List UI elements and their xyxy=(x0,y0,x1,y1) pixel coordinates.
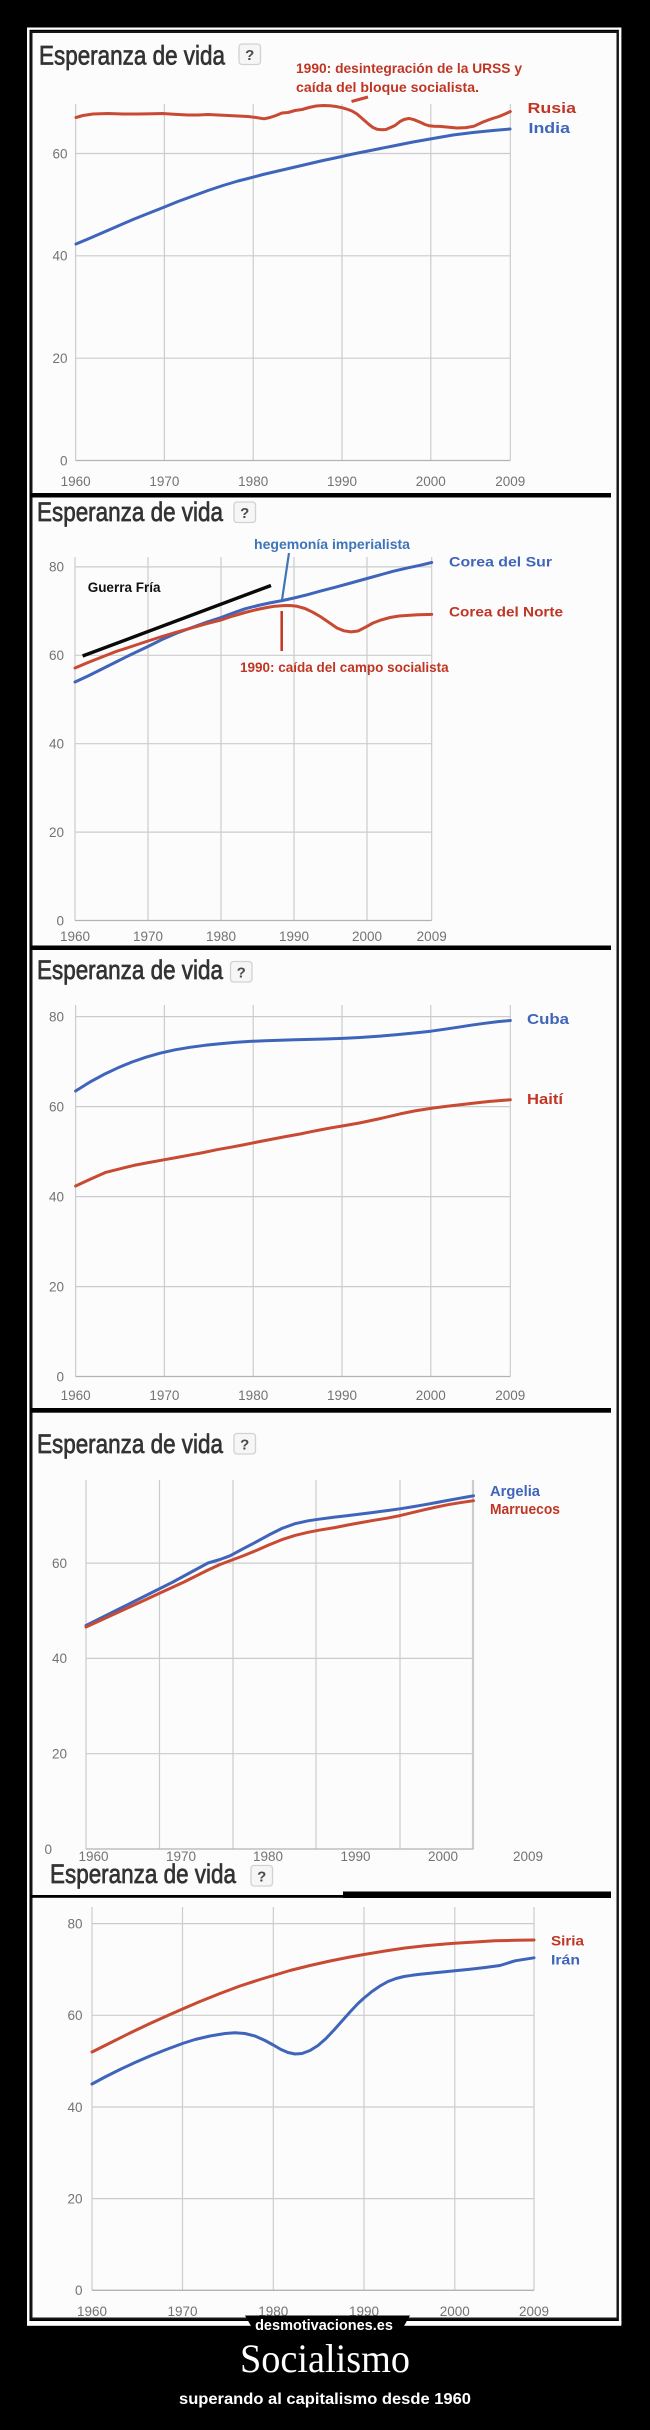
svg-text:40: 40 xyxy=(52,249,67,264)
svg-text:1980: 1980 xyxy=(206,929,236,944)
svg-text:Marruecos: Marruecos xyxy=(490,1501,560,1518)
svg-text:2009: 2009 xyxy=(519,2304,549,2319)
svg-text:2000: 2000 xyxy=(440,2304,470,2319)
svg-text:Haití: Haití xyxy=(527,1091,564,1108)
svg-text:Esperanza de vida: Esperanza de vida xyxy=(37,497,224,527)
svg-text:?: ? xyxy=(240,505,249,522)
svg-text:1990: desintegración de la URS: 1990: desintegración de la URSS y xyxy=(296,61,522,76)
svg-text:80: 80 xyxy=(67,1916,82,1931)
svg-text:1980: 1980 xyxy=(238,474,268,489)
svg-text:1970: 1970 xyxy=(166,1849,196,1864)
svg-text:40: 40 xyxy=(52,1651,67,1666)
svg-text:0: 0 xyxy=(56,1369,64,1384)
svg-text:Esperanza de vida: Esperanza de vida xyxy=(37,955,224,985)
svg-text:20: 20 xyxy=(52,351,67,366)
svg-text:1970: 1970 xyxy=(167,2304,197,2319)
svg-text:Esperanza de vida: Esperanza de vida xyxy=(37,1429,224,1459)
svg-text:60: 60 xyxy=(67,2008,82,2023)
svg-text:0: 0 xyxy=(75,2283,83,2298)
svg-text:1970: 1970 xyxy=(149,1388,179,1403)
svg-text:2000: 2000 xyxy=(428,1849,458,1864)
svg-text:2000: 2000 xyxy=(416,474,446,489)
svg-text:1980: 1980 xyxy=(258,2304,288,2319)
svg-text:80: 80 xyxy=(49,1009,64,1024)
svg-text:Rusia: Rusia xyxy=(528,100,577,117)
svg-text:2009: 2009 xyxy=(495,474,525,489)
svg-text:superando al capitalismo desde: superando al capitalismo desde 1960 xyxy=(179,2391,471,2408)
svg-text:Esperanza de vida: Esperanza de vida xyxy=(39,41,226,71)
svg-text:2000: 2000 xyxy=(416,1388,446,1403)
svg-text:1990: caída del campo socialis: 1990: caída del campo socialista xyxy=(240,660,449,675)
svg-text:20: 20 xyxy=(49,825,64,840)
svg-text:40: 40 xyxy=(49,737,64,752)
svg-text:Irán: Irán xyxy=(551,1953,580,1968)
svg-text:20: 20 xyxy=(67,2191,82,2206)
svg-text:Corea del Norte: Corea del Norte xyxy=(449,604,563,620)
svg-text:Argelia: Argelia xyxy=(490,1483,541,1500)
svg-text:Corea del Sur: Corea del Sur xyxy=(449,554,553,570)
svg-text:Esperanza de vida: Esperanza de vida xyxy=(50,1859,237,1889)
svg-text:2000: 2000 xyxy=(352,929,382,944)
svg-text:?: ? xyxy=(240,1436,249,1453)
svg-text:Siria: Siria xyxy=(551,1934,585,1949)
svg-text:40: 40 xyxy=(67,2100,82,2115)
svg-text:80: 80 xyxy=(49,560,64,575)
svg-text:1990: 1990 xyxy=(327,1388,357,1403)
svg-text:20: 20 xyxy=(52,1747,67,1762)
svg-text:1990: 1990 xyxy=(340,1849,370,1864)
svg-text:2009: 2009 xyxy=(417,929,447,944)
svg-text:1960: 1960 xyxy=(61,474,91,489)
svg-text:0: 0 xyxy=(56,913,64,928)
svg-text:?: ? xyxy=(257,1868,266,1885)
svg-text:hegemonía imperialista: hegemonía imperialista xyxy=(254,537,410,552)
svg-text:2009: 2009 xyxy=(513,1849,543,1864)
svg-text:60: 60 xyxy=(49,1099,64,1114)
svg-text:2009: 2009 xyxy=(495,1388,525,1403)
svg-text:Guerra Fría: Guerra Fría xyxy=(88,580,161,595)
svg-text:1960: 1960 xyxy=(77,2304,107,2319)
svg-text:caída del bloque socialista.: caída del bloque socialista. xyxy=(296,80,479,95)
svg-text:Socialismo: Socialismo xyxy=(240,2336,410,2381)
svg-text:0: 0 xyxy=(60,453,68,468)
svg-text:60: 60 xyxy=(49,648,64,663)
svg-text:1970: 1970 xyxy=(149,474,179,489)
svg-text:?: ? xyxy=(237,964,246,981)
svg-text:1960: 1960 xyxy=(78,1849,108,1864)
svg-text:desmotivaciones.es: desmotivaciones.es xyxy=(255,2318,393,2334)
svg-text:1990: 1990 xyxy=(327,474,357,489)
svg-text:20: 20 xyxy=(49,1279,64,1294)
svg-text:?: ? xyxy=(245,47,254,64)
svg-text:0: 0 xyxy=(44,1842,52,1857)
svg-text:1980: 1980 xyxy=(253,1849,283,1864)
svg-text:1990: 1990 xyxy=(349,2304,379,2319)
svg-text:1990: 1990 xyxy=(279,929,309,944)
svg-text:60: 60 xyxy=(52,146,67,161)
svg-text:1960: 1960 xyxy=(60,929,90,944)
svg-text:40: 40 xyxy=(49,1189,64,1204)
svg-text:1970: 1970 xyxy=(133,929,163,944)
svg-text:Cuba: Cuba xyxy=(527,1011,570,1028)
svg-text:60: 60 xyxy=(52,1556,67,1571)
svg-text:1960: 1960 xyxy=(61,1388,91,1403)
svg-text:1980: 1980 xyxy=(238,1388,268,1403)
svg-text:India: India xyxy=(529,120,571,137)
